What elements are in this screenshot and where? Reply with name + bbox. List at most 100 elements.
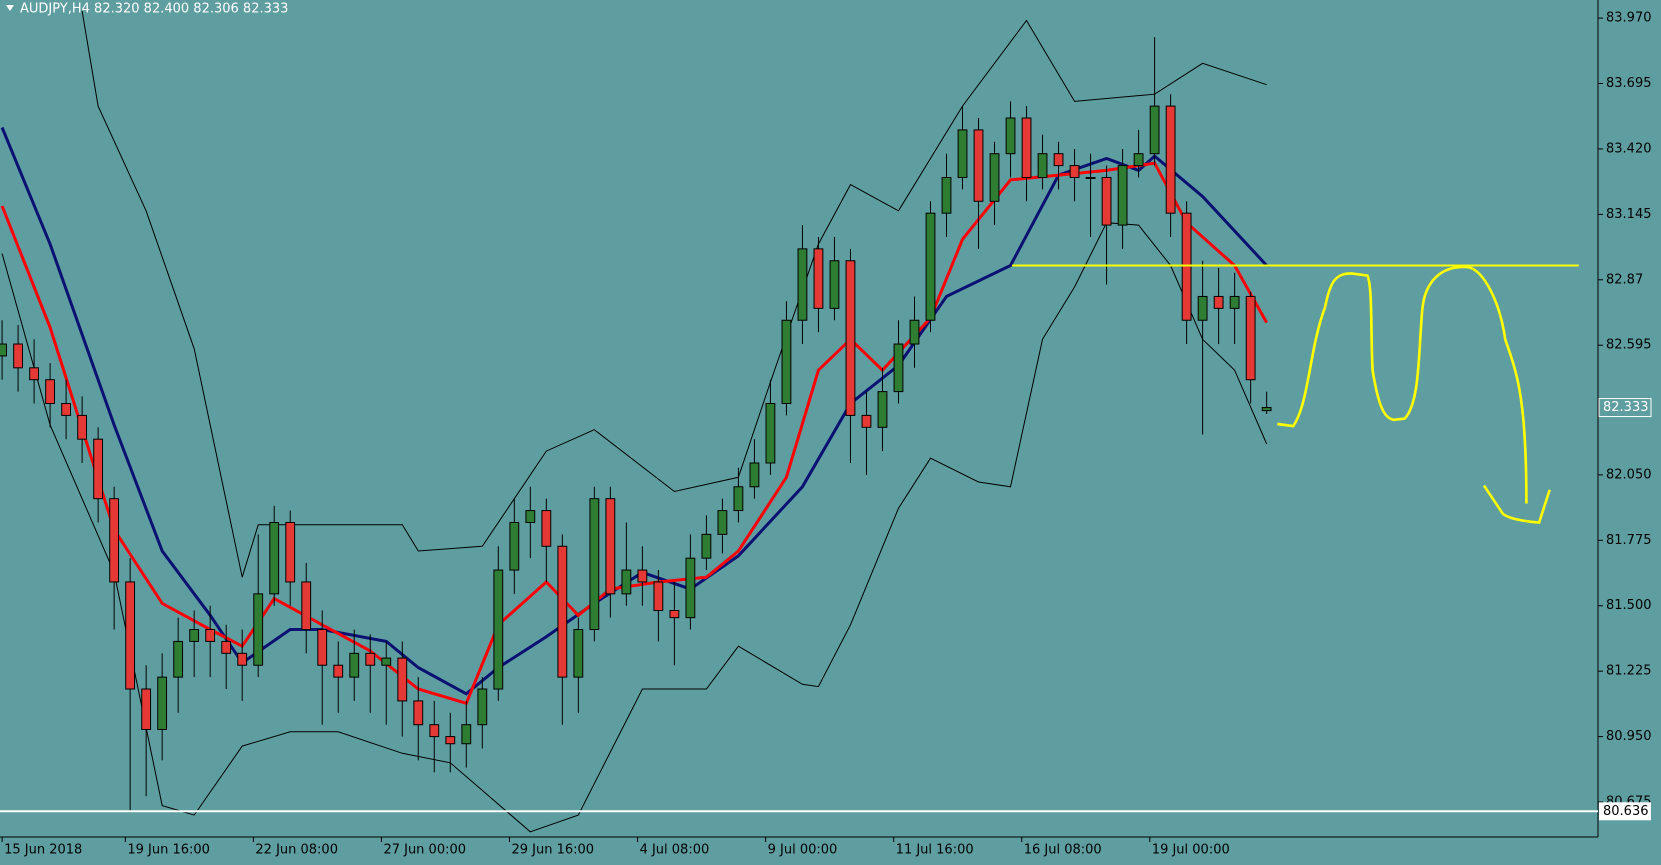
candle-body bbox=[285, 521, 296, 583]
candle-body bbox=[141, 688, 152, 730]
y-tick-label: 83.695 bbox=[1606, 76, 1652, 91]
candle-body bbox=[1181, 212, 1192, 321]
candle-body bbox=[93, 438, 104, 500]
candle-body bbox=[125, 581, 136, 690]
y-tick-label: 82.050 bbox=[1606, 467, 1652, 482]
candle-body bbox=[733, 486, 744, 512]
candle-body bbox=[941, 176, 952, 214]
candle-body bbox=[653, 581, 664, 612]
candle-body bbox=[925, 212, 936, 321]
candle-body bbox=[45, 379, 56, 405]
candle-body bbox=[461, 724, 472, 745]
candle-body bbox=[1245, 295, 1256, 381]
candle-body bbox=[877, 391, 888, 428]
y-tick-label: 81.775 bbox=[1606, 533, 1652, 548]
candle-body bbox=[765, 403, 776, 464]
candle-body bbox=[109, 498, 120, 583]
candle-body bbox=[973, 129, 984, 202]
y-tick-label: 83.420 bbox=[1606, 141, 1652, 156]
candle-body bbox=[797, 248, 808, 321]
candle-body bbox=[909, 319, 920, 345]
candle-body bbox=[77, 414, 88, 440]
candle-body bbox=[493, 569, 504, 690]
candle-body bbox=[349, 652, 360, 678]
candle-body bbox=[509, 521, 520, 571]
candle-body bbox=[1021, 117, 1032, 178]
x-tick-label: 16 Jul 08:00 bbox=[1024, 843, 1102, 858]
candle-body bbox=[189, 629, 200, 642]
candle-body bbox=[605, 498, 616, 595]
candle-body bbox=[237, 652, 248, 666]
drawn-path bbox=[1277, 265, 1528, 504]
last-price-label: 82.333 bbox=[1603, 400, 1649, 415]
candle-body bbox=[861, 414, 872, 428]
candle-body bbox=[989, 153, 1000, 202]
candle-body bbox=[29, 367, 39, 381]
candle-body bbox=[445, 736, 456, 745]
candle-body bbox=[749, 462, 760, 488]
x-tick-label: 9 Jul 00:00 bbox=[768, 843, 838, 858]
candle-body bbox=[13, 343, 23, 369]
x-tick-label: 19 Jun 16:00 bbox=[127, 843, 210, 858]
candle-body bbox=[573, 629, 584, 678]
candle-body bbox=[621, 569, 632, 595]
candle-body bbox=[637, 569, 648, 583]
candle-body bbox=[1213, 295, 1224, 309]
x-tick-label: 22 Jun 08:00 bbox=[255, 843, 338, 858]
candle-body bbox=[205, 629, 216, 642]
chart-title: AUDJPY,H4 82.320 82.400 82.306 82.333 bbox=[20, 2, 288, 17]
candle-body bbox=[893, 343, 904, 393]
candle-body bbox=[269, 521, 280, 595]
y-tick-label: 83.970 bbox=[1606, 11, 1652, 26]
candle-body bbox=[1005, 117, 1016, 155]
x-tick-label: 11 Jul 16:00 bbox=[896, 843, 974, 858]
candle-body bbox=[701, 533, 712, 559]
candle-body bbox=[829, 260, 840, 309]
y-tick-label: 83.145 bbox=[1606, 207, 1652, 222]
indicator-line bbox=[81, 10, 1267, 578]
candle-body bbox=[1229, 295, 1240, 309]
candle-body bbox=[1085, 176, 1096, 179]
candle-body bbox=[333, 664, 344, 678]
candle-body bbox=[589, 498, 600, 631]
candle-body bbox=[685, 557, 696, 619]
candle-body bbox=[669, 610, 680, 619]
candle-body bbox=[0, 343, 7, 357]
y-tick-label: 82.87 bbox=[1606, 272, 1643, 287]
candle-body bbox=[541, 510, 552, 547]
candle-body bbox=[1053, 153, 1064, 167]
x-tick-label: 15 Jun 2018 bbox=[4, 843, 82, 858]
candle-body bbox=[413, 700, 424, 726]
candle-body bbox=[557, 545, 568, 678]
freehand-drawing bbox=[1277, 265, 1551, 524]
y-tick-label: 82.595 bbox=[1606, 338, 1652, 353]
candle-body bbox=[173, 640, 184, 678]
candle-body bbox=[221, 640, 232, 654]
x-tick-label: 27 Jun 00:00 bbox=[383, 843, 466, 858]
candle-body bbox=[381, 657, 392, 666]
candle-body bbox=[1069, 165, 1080, 178]
drawn-path bbox=[1482, 484, 1551, 524]
candle-body bbox=[717, 510, 728, 535]
candle-body bbox=[1101, 176, 1112, 226]
candle-body bbox=[525, 510, 536, 523]
candle-body bbox=[61, 403, 72, 416]
price-box bbox=[1598, 398, 1652, 418]
candle-body bbox=[301, 581, 312, 631]
candle-body bbox=[1117, 165, 1128, 226]
x-tick-label: 29 Jun 16:00 bbox=[512, 843, 595, 858]
symbol-arrow bbox=[6, 5, 14, 11]
candle-body bbox=[317, 629, 328, 666]
candle-body bbox=[781, 319, 792, 405]
candle-body bbox=[1149, 105, 1160, 155]
indicator-line bbox=[1, 222, 1268, 833]
x-tick-label: 4 Jul 08:00 bbox=[640, 843, 710, 858]
candle-body bbox=[1197, 295, 1208, 321]
candle-body bbox=[157, 676, 168, 730]
candle-body bbox=[253, 593, 264, 666]
candle-body bbox=[957, 129, 968, 178]
candle-body bbox=[1133, 153, 1144, 167]
candle-body bbox=[1261, 407, 1272, 412]
y-tick-label: 81.225 bbox=[1606, 664, 1652, 679]
